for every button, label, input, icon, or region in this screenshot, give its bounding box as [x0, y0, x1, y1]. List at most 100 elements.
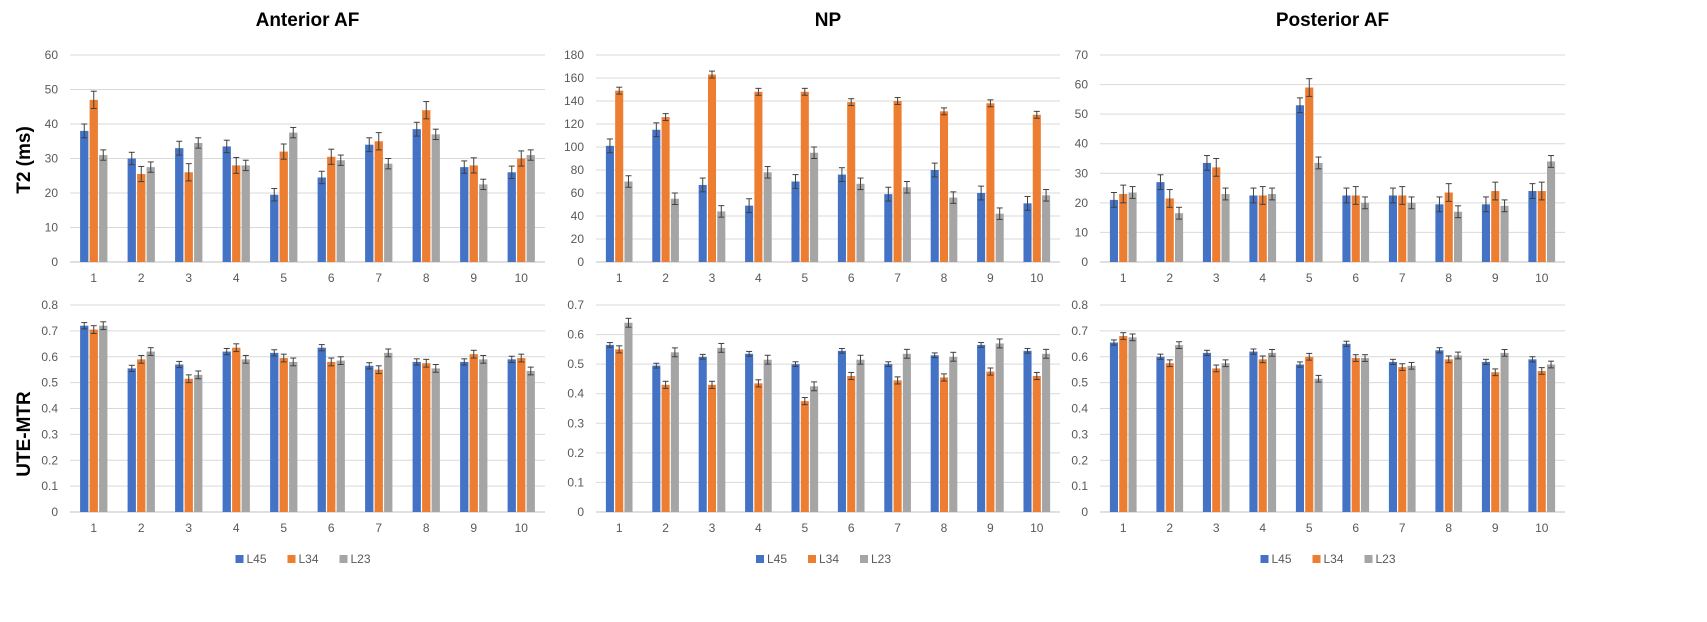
bar-l45-6: [837, 174, 846, 262]
bar-l45-2: [127, 368, 136, 512]
bar-l23-5: [1314, 378, 1323, 512]
x-tick-label: 1: [90, 521, 97, 535]
bar-l23-2: [146, 167, 155, 262]
y-tick-label: 0.5: [41, 376, 58, 390]
bar-l45-4: [745, 205, 754, 262]
bar-l34-3: [1212, 368, 1221, 512]
legend-swatch-l34: [808, 555, 816, 563]
y-tick-label: 40: [45, 117, 59, 131]
bar-l23-9: [1500, 205, 1509, 262]
bar-l34-2: [1165, 363, 1174, 512]
bar-l34-2: [661, 384, 670, 512]
bar-l45-3: [698, 184, 707, 262]
bar-l34-3: [707, 74, 717, 262]
bar-l45-4: [745, 353, 754, 512]
bar-l23-1: [624, 181, 633, 262]
x-tick-label: 4: [755, 271, 762, 285]
bar-l34-8: [939, 377, 949, 512]
bar-l45-1: [605, 145, 614, 262]
bar-l45-6: [317, 177, 326, 262]
x-tick-label: 10: [515, 271, 529, 285]
y-tick-label: 0.5: [1071, 376, 1088, 390]
bar-l23-10: [526, 155, 535, 262]
bar-l45-6: [1342, 195, 1351, 262]
x-tick-label: 9: [987, 521, 994, 535]
y-tick-label: 0.3: [1071, 427, 1088, 441]
bar-l45-3: [1202, 352, 1211, 512]
bar-l34-5: [279, 358, 288, 512]
bar-l45-6: [837, 350, 846, 512]
bar-l34-1: [615, 349, 624, 512]
y-tick-label: 100: [564, 140, 584, 154]
bar-l34-10: [1032, 375, 1041, 512]
bar-l45-3: [1202, 162, 1211, 262]
bar-l34-4: [754, 91, 763, 262]
bar-l34-3: [184, 378, 193, 512]
bar-l23-4: [241, 165, 250, 262]
y-tick-label: 0.7: [1071, 324, 1088, 338]
x-tick-label: 2: [138, 271, 145, 285]
x-tick-label: 4: [1259, 271, 1266, 285]
y-tick-label: 50: [1075, 107, 1089, 121]
bar-l34-6: [1351, 358, 1360, 512]
y-tick-label: 0.8: [41, 298, 58, 312]
y-tick-label: 0.7: [41, 324, 58, 338]
bar-l23-6: [1361, 358, 1370, 512]
bar-l23-6: [336, 160, 345, 262]
x-tick-label: 1: [1120, 521, 1127, 535]
y-tick-label: 60: [45, 48, 59, 62]
legend-label-l34: L34: [1324, 552, 1344, 566]
bar-l34-1: [89, 99, 98, 262]
bar-l45-1: [1109, 199, 1118, 262]
bar-l23-5: [810, 386, 819, 512]
bar-l34-10: [1032, 114, 1041, 262]
bar-l34-9: [1491, 191, 1500, 262]
bar-l34-8: [422, 110, 431, 262]
legend-swatch-l34: [287, 555, 296, 563]
bar-l23-1: [624, 322, 633, 512]
legend-swatch-l23: [860, 555, 868, 563]
bar-l23-8: [1454, 211, 1463, 262]
bar-l23-2: [146, 351, 155, 512]
bar-l34-5: [800, 401, 809, 512]
bar-l23-9: [995, 343, 1004, 512]
bar-l34-10: [1537, 191, 1546, 262]
x-tick-label: 9: [470, 521, 477, 535]
y-tick-label: 0: [1081, 505, 1088, 519]
bar-l45-9: [1481, 361, 1490, 512]
y-tick-label: 0.3: [567, 416, 584, 430]
chart-title: Posterior AF: [1276, 10, 1389, 31]
bar-l34-4: [1258, 195, 1267, 262]
y-tick-label: 70: [1075, 48, 1089, 62]
x-tick-label: 10: [1535, 521, 1549, 535]
bar-l45-3: [698, 356, 707, 512]
bar-l45-4: [222, 351, 231, 512]
x-tick-label: 1: [1120, 271, 1127, 285]
bar-l45-10: [1528, 359, 1537, 512]
bar-l34-1: [1119, 336, 1128, 512]
bar-l45-2: [1156, 182, 1165, 262]
legend-label-l23: L23: [871, 552, 891, 566]
bar-l34-7: [374, 141, 383, 262]
bar-l23-4: [241, 359, 250, 512]
bar-l34-5: [1305, 356, 1314, 512]
x-tick-label: 6: [848, 271, 855, 285]
bar-l45-10: [507, 172, 516, 262]
bar-l34-5: [800, 91, 809, 262]
y-tick-label: 0.2: [41, 453, 58, 467]
y-tick-label: 60: [571, 186, 585, 200]
y-tick-label: 0.4: [41, 402, 58, 416]
y-tick-label: 0: [577, 505, 584, 519]
y-tick-label: 0.6: [41, 350, 58, 364]
bar-l45-4: [1249, 351, 1258, 512]
bar-l23-7: [902, 353, 911, 512]
bar-l45-6: [317, 347, 326, 512]
x-tick-label: 9: [987, 271, 994, 285]
bar-l45-3: [175, 148, 184, 262]
legend-label-l45: L45: [247, 552, 267, 566]
x-tick-label: 7: [894, 271, 901, 285]
x-tick-label: 4: [233, 271, 240, 285]
bar-l34-6: [847, 102, 856, 263]
bar-l23-2: [1175, 213, 1184, 262]
